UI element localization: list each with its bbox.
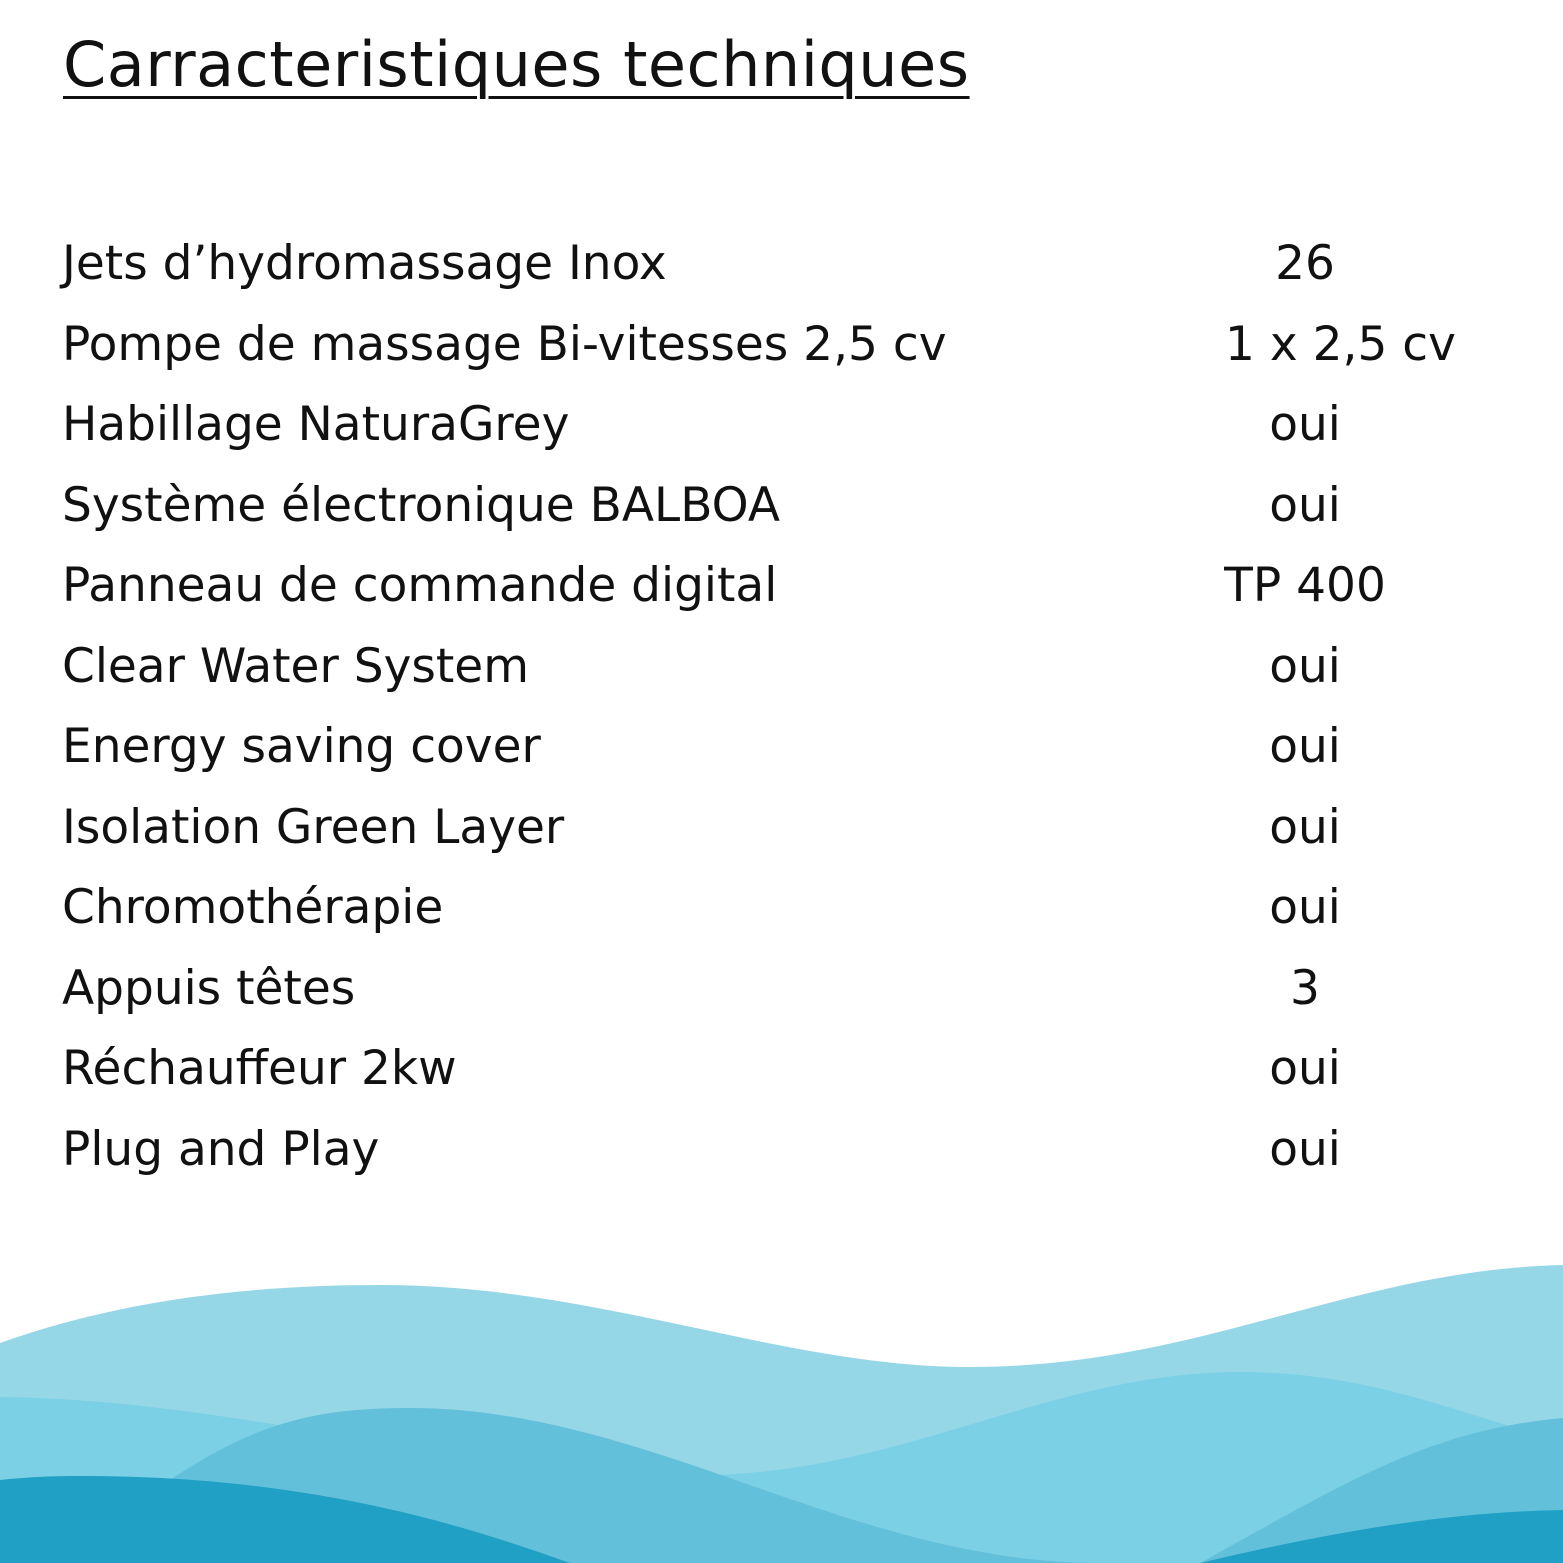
spec-row: Pompe de massage Bi-vitesses 2,5 cv 1 x 2… (0, 313, 1563, 394)
spec-value: 26 (1275, 236, 1335, 291)
spec-label: Habillage NaturaGrey (62, 397, 570, 452)
spec-label: Chromothérapie (62, 880, 444, 935)
spec-value: oui (1269, 477, 1341, 533)
spec-label: Isolation Green Layer (62, 799, 565, 855)
spec-row: Système électronique BALBOA oui (0, 474, 1563, 555)
spec-row: Energy saving cover oui (0, 715, 1563, 796)
wave-layer-3 (170, 1408, 1563, 1563)
spec-table: Jets d’hydromassage Inox 26 Pompe de mass… (0, 232, 1563, 1198)
spec-value: TP 400 (1224, 558, 1386, 613)
page-title: Carracteristiques techniques (63, 28, 970, 101)
wave-layer-4-right (1200, 1510, 1563, 1563)
spec-value: 1 x 2,5 cv (1225, 316, 1456, 372)
wave-layer-4 (0, 1476, 570, 1563)
spec-value: oui (1269, 397, 1341, 452)
spec-row: Chromothérapie oui (0, 876, 1563, 957)
spec-row: Panneau de commande digital TP 400 (0, 554, 1563, 635)
spec-row: Isolation Green Layer oui (0, 796, 1563, 877)
spec-label: Appuis têtes (62, 960, 356, 1016)
spec-label: Clear Water System (62, 638, 529, 694)
spec-row: Habillage NaturaGrey oui (0, 393, 1563, 474)
spec-row: Appuis têtes 3 (0, 957, 1563, 1038)
spec-value: oui (1269, 799, 1341, 855)
spec-value: 3 (1290, 960, 1320, 1016)
spec-label: Energy saving cover (62, 719, 541, 774)
spec-value: oui (1269, 880, 1341, 935)
spec-row: Clear Water System oui (0, 635, 1563, 716)
spec-label: Pompe de massage Bi-vitesses 2,5 cv (62, 316, 947, 372)
spec-value: oui (1269, 719, 1341, 774)
spec-label: Système électronique BALBOA (62, 477, 780, 533)
spec-value: oui (1269, 1041, 1341, 1096)
spec-row: Jets d’hydromassage Inox 26 (0, 232, 1563, 313)
spec-label: Réchauffeur 2kw (62, 1041, 457, 1096)
spec-row: Plug and Play oui (0, 1118, 1563, 1199)
spec-label: Plug and Play (62, 1121, 380, 1177)
spec-label: Jets d’hydromassage Inox (62, 236, 667, 291)
spec-value: oui (1269, 638, 1341, 694)
spec-label: Panneau de commande digital (62, 558, 778, 613)
spec-value: oui (1269, 1121, 1341, 1177)
spec-row: Réchauffeur 2kw oui (0, 1037, 1563, 1118)
